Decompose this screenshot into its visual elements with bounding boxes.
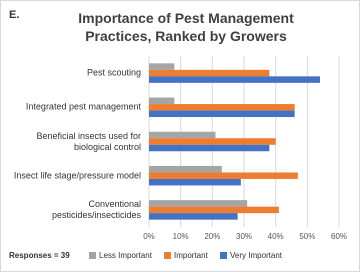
x-tick-label: 20% [204, 232, 221, 241]
bar [149, 165, 222, 173]
x-tick-label: 60% [330, 232, 348, 241]
y-tick-label: Pest scouting [86, 67, 141, 78]
bar [149, 131, 216, 139]
bar [149, 76, 320, 83]
bar [149, 213, 238, 220]
x-tick-label: 0% [143, 232, 155, 241]
bar [149, 63, 175, 70]
x-tick-label: 10% [172, 232, 189, 241]
bar [149, 172, 298, 179]
bar [149, 178, 241, 186]
legend-swatch [164, 252, 171, 259]
legend-item: Less Important [89, 251, 152, 260]
legend-label: Less Important [99, 251, 152, 260]
panel-label: E. [9, 9, 20, 21]
x-tick-label: 50% [299, 232, 316, 241]
legend-label: Very Important [230, 251, 283, 260]
bar [149, 206, 279, 214]
legend-item: Very Important [220, 251, 282, 260]
y-tick-label: Beneficial insects used for biological c… [36, 130, 141, 152]
y-tick-label: Insect life stage/pressure model [13, 170, 141, 181]
legend-label: Important [174, 251, 208, 260]
y-tick-label: Conventional pesticides/insecticides [51, 198, 141, 220]
bar [149, 104, 295, 111]
bar [149, 110, 295, 118]
x-tick-label: 30% [235, 232, 253, 241]
bar [149, 69, 270, 77]
legend-item: Important [164, 251, 208, 260]
legend-swatch [220, 252, 227, 259]
bar [149, 200, 248, 207]
bar [149, 97, 175, 105]
annotation: Responses = 39 [9, 251, 70, 260]
bar [149, 144, 270, 152]
x-tick-label: 40% [267, 232, 284, 241]
y-tick-label: Integrated pest management [25, 101, 141, 112]
legend-swatch [89, 252, 96, 259]
bar [149, 138, 276, 145]
chart-title: Importance of Pest Management Practices,… [78, 10, 294, 44]
